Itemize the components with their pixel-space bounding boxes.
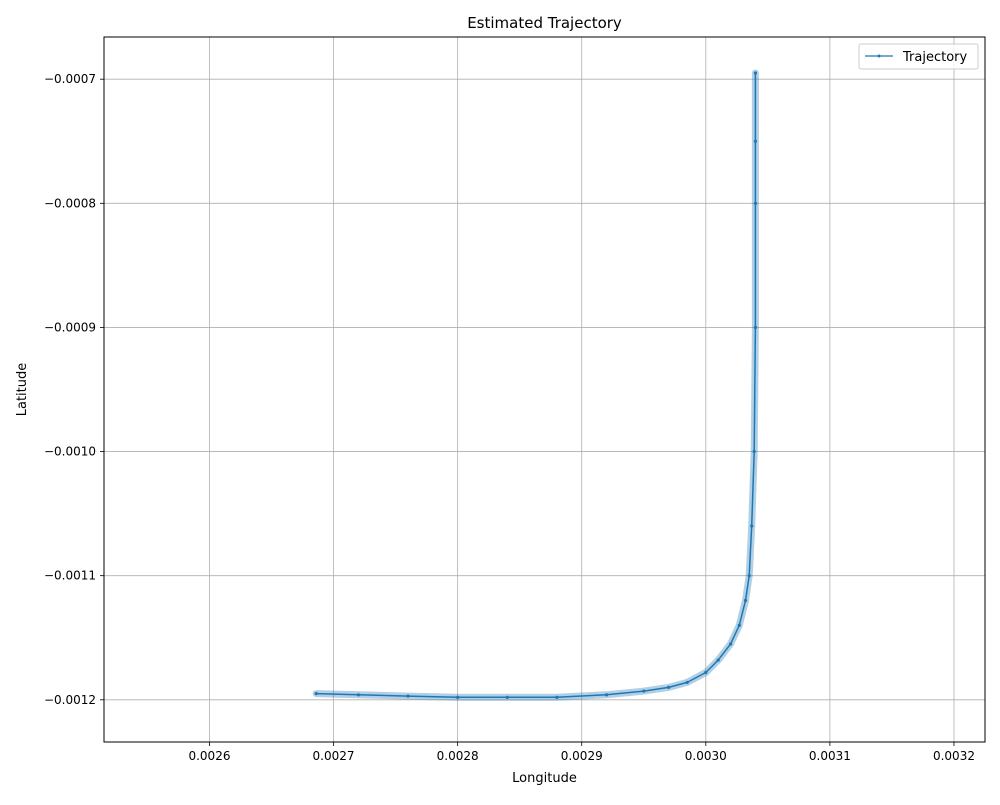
series-point xyxy=(456,695,460,699)
y-tick-label: −0.0012 xyxy=(44,693,96,707)
series-point xyxy=(356,693,360,697)
x-tick-label: 0.0026 xyxy=(188,749,230,763)
series-point xyxy=(753,139,758,143)
y-tick-label: −0.0008 xyxy=(44,196,96,210)
series-point xyxy=(505,695,509,699)
series-point xyxy=(604,693,609,697)
series-point xyxy=(737,623,741,627)
series-point xyxy=(406,694,410,698)
y-axis-label: Latitude xyxy=(15,363,30,417)
series-point xyxy=(314,691,318,696)
legend: Trajectory xyxy=(858,43,979,70)
series-point xyxy=(729,642,733,646)
legend-label-trajectory: Trajectory xyxy=(902,50,967,65)
y-tick-label: −0.0009 xyxy=(44,320,96,334)
legend-marker-swatch xyxy=(877,54,881,58)
legend-box xyxy=(858,43,979,70)
series-point xyxy=(747,574,751,578)
series-point xyxy=(750,524,754,528)
axes-frame xyxy=(103,36,986,743)
ticks: 0.0026 0.0027 0.0028 0.0029 0.0030 0.0031 0.00… xyxy=(44,72,975,763)
x-axis-label: Longitude xyxy=(512,771,577,786)
y-tick-label: −0.0007 xyxy=(44,72,96,86)
series-point xyxy=(704,670,708,675)
chart-title: Estimated Trajectory xyxy=(467,14,622,32)
series-point xyxy=(753,325,758,330)
series-point xyxy=(753,71,758,75)
series-point xyxy=(743,598,748,603)
y-tick-label: −0.0010 xyxy=(44,445,96,459)
series-point xyxy=(555,695,559,699)
x-tick-label: 0.0032 xyxy=(933,749,975,763)
series-point xyxy=(716,658,720,662)
y-tick-label: −0.0011 xyxy=(44,569,96,583)
series-point xyxy=(753,201,758,205)
x-tick-label: 0.0027 xyxy=(313,749,355,763)
series-point xyxy=(666,685,671,689)
x-tick-label: 0.0029 xyxy=(561,749,603,763)
x-tick-label: 0.0030 xyxy=(685,749,727,763)
series-point xyxy=(752,449,756,454)
x-tick-label: 0.0031 xyxy=(809,749,851,763)
grid xyxy=(104,37,985,742)
series-line-0 xyxy=(316,73,757,699)
series-band-0 xyxy=(312,69,759,701)
series-point xyxy=(685,680,689,685)
plot-area xyxy=(312,69,759,701)
x-tick-label: 0.0028 xyxy=(437,749,479,763)
series-point xyxy=(642,689,646,693)
